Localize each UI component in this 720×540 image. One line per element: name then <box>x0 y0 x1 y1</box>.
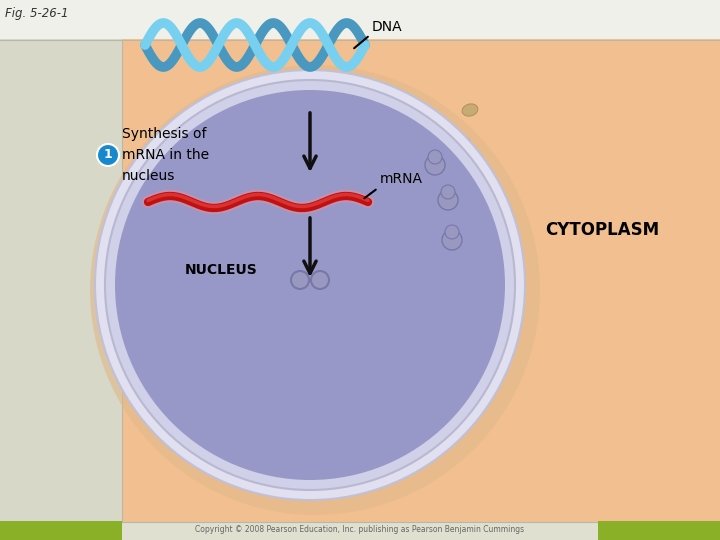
Circle shape <box>442 230 462 250</box>
Text: mRNA: mRNA <box>380 172 423 186</box>
Text: 1: 1 <box>104 148 112 161</box>
Text: Fig. 5-26-1: Fig. 5-26-1 <box>5 7 68 20</box>
Circle shape <box>425 155 445 175</box>
Ellipse shape <box>492 222 508 238</box>
Text: Synthesis of: Synthesis of <box>122 127 207 141</box>
FancyBboxPatch shape <box>0 0 720 40</box>
Text: NUCLEUS: NUCLEUS <box>185 263 258 277</box>
Ellipse shape <box>105 80 515 490</box>
FancyBboxPatch shape <box>0 39 122 522</box>
Circle shape <box>311 271 329 289</box>
Circle shape <box>428 150 442 164</box>
Ellipse shape <box>449 137 471 153</box>
Circle shape <box>445 225 459 239</box>
Ellipse shape <box>90 65 540 515</box>
Text: mRNA in the: mRNA in the <box>122 148 209 162</box>
Circle shape <box>438 190 458 210</box>
Ellipse shape <box>263 365 277 375</box>
Text: Copyright © 2008 Pearson Education, Inc. publishing as Pearson Benjamin Cummings: Copyright © 2008 Pearson Education, Inc.… <box>195 525 525 534</box>
Ellipse shape <box>186 323 204 337</box>
Ellipse shape <box>470 183 490 198</box>
Ellipse shape <box>292 370 307 380</box>
Circle shape <box>441 185 455 199</box>
FancyBboxPatch shape <box>598 521 720 540</box>
Circle shape <box>291 271 309 289</box>
Circle shape <box>97 144 119 166</box>
Ellipse shape <box>462 104 478 116</box>
Ellipse shape <box>222 348 238 361</box>
Text: CYTOPLASM: CYTOPLASM <box>545 221 659 239</box>
Ellipse shape <box>115 90 505 480</box>
Ellipse shape <box>95 70 525 500</box>
Text: DNA: DNA <box>372 20 402 34</box>
FancyBboxPatch shape <box>122 39 720 522</box>
Text: nucleus: nucleus <box>122 169 176 183</box>
FancyBboxPatch shape <box>0 521 122 540</box>
